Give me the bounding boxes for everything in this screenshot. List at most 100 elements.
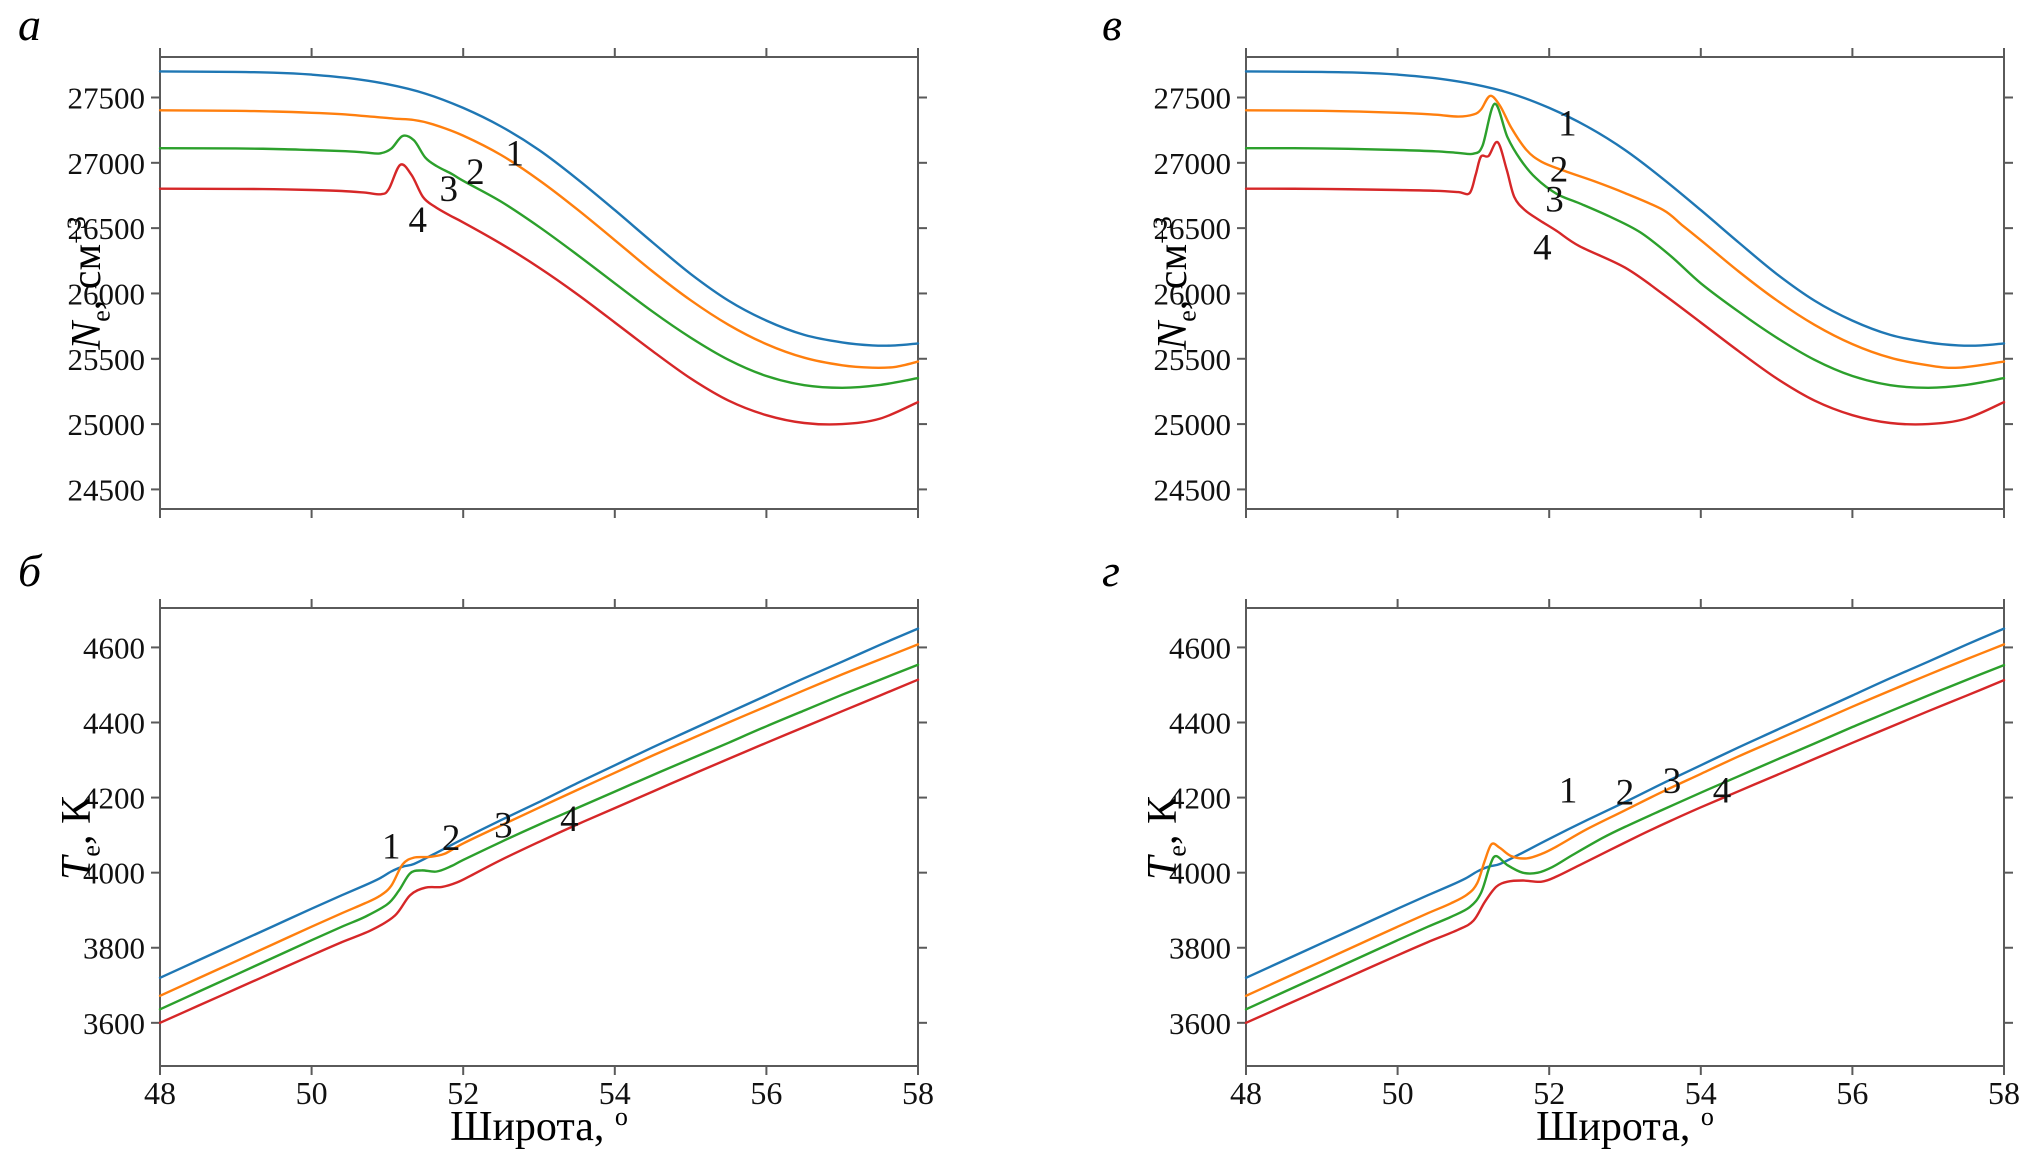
y-tick-label: 26000 bbox=[68, 276, 146, 311]
y-axis-title-ne-left: Ne, см−3 bbox=[51, 113, 115, 453]
x-axis-label-text: Широта, bbox=[1536, 1104, 1691, 1150]
x-tick-label: 58 bbox=[902, 1075, 934, 1111]
curve-label-3: 3 bbox=[1545, 179, 1564, 220]
y-tick-label: 26500 bbox=[1154, 211, 1232, 246]
series-line-1 bbox=[1244, 627, 2006, 979]
y-tick-label: 3800 bbox=[83, 931, 145, 966]
ne-unit: , см bbox=[64, 243, 110, 311]
degree-symbol: о bbox=[614, 1102, 628, 1131]
y-tick-label: 25000 bbox=[1154, 407, 1232, 442]
te-unit: , К bbox=[54, 796, 100, 846]
panel-letter-a: а bbox=[18, 0, 41, 50]
y-tick-label: 4600 bbox=[83, 630, 145, 665]
y-tick-label: 3600 bbox=[83, 1006, 145, 1041]
x-tick-label: 50 bbox=[296, 1075, 328, 1111]
y-tick-label: 4200 bbox=[83, 781, 145, 816]
ne-unit: , см bbox=[1150, 243, 1196, 311]
x-tick-label: 56 bbox=[750, 1075, 782, 1111]
y-tick-label: 27000 bbox=[68, 146, 146, 181]
x-tick-label: 58 bbox=[1988, 1075, 2020, 1111]
ne-symbol: N bbox=[64, 321, 110, 350]
x-tick-label: 54 bbox=[599, 1075, 631, 1111]
series-line-2 bbox=[158, 643, 920, 997]
curve-label-4: 4 bbox=[560, 799, 579, 840]
x-axis-title-right: Широта, о bbox=[1455, 1102, 1795, 1151]
panel-letter-g: г bbox=[1102, 545, 1120, 596]
x-tick-label: 48 bbox=[1230, 1075, 1262, 1111]
x-tick-label: 48 bbox=[144, 1075, 176, 1111]
series-line-4 bbox=[1244, 140, 2006, 426]
x-tick-label: 56 bbox=[1836, 1075, 1868, 1111]
series-line-2 bbox=[158, 109, 920, 369]
series-line-1 bbox=[158, 627, 920, 979]
axes-box bbox=[159, 56, 919, 510]
x-axis-title-left: Широта, о bbox=[369, 1102, 709, 1151]
y-tick-label: 25000 bbox=[68, 407, 146, 442]
x-tick-label: 50 bbox=[1382, 1075, 1414, 1111]
curve-label-2: 2 bbox=[466, 152, 485, 193]
curve-label-1: 1 bbox=[382, 827, 401, 868]
curve-label-1: 1 bbox=[1558, 104, 1577, 145]
curve-label-4: 4 bbox=[1713, 770, 1732, 811]
te-symbol: T bbox=[54, 856, 100, 880]
y-tick-label: 27500 bbox=[1154, 80, 1232, 115]
curve-label-1: 1 bbox=[505, 134, 524, 175]
x-tick-label: 54 bbox=[1685, 1075, 1717, 1111]
te-unit: , К bbox=[1140, 796, 1186, 846]
y-tick-label: 4000 bbox=[83, 856, 145, 891]
series-line-3 bbox=[158, 134, 920, 389]
te-subscript: e bbox=[76, 845, 106, 857]
y-tick-label: 24500 bbox=[1154, 472, 1232, 507]
y-tick-label: 27000 bbox=[1154, 146, 1232, 181]
axes-box bbox=[1245, 607, 2005, 1067]
x-tick-label: 52 bbox=[1533, 1075, 1565, 1111]
ne-subscript: e bbox=[1172, 310, 1202, 322]
y-tick-label: 25500 bbox=[68, 342, 146, 377]
y-tick-label: 4200 bbox=[1169, 781, 1231, 816]
series-line-1 bbox=[1244, 70, 2006, 347]
x-axis-label-text: Широта, bbox=[450, 1104, 605, 1150]
series-line-2 bbox=[1244, 643, 2006, 997]
y-axis-title-te-left: Te, К bbox=[51, 668, 106, 1008]
degree-symbol: о bbox=[1700, 1102, 1714, 1131]
y-axis-title-ne-right: Ne, см−3 bbox=[1137, 113, 1201, 453]
panel-g: 48 50 52 54 56 58 3600 3800 4000 4200 4400 4600 1 2 3 4 bbox=[1169, 599, 2020, 1111]
curve-label-2: 2 bbox=[442, 818, 461, 859]
curve-label-2: 2 bbox=[1616, 773, 1635, 814]
y-tick-label: 27500 bbox=[68, 80, 146, 115]
curve-label-1: 1 bbox=[1559, 770, 1578, 811]
y-tick-label: 4600 bbox=[1169, 630, 1231, 665]
y-tick-label: 3600 bbox=[1169, 1006, 1231, 1041]
ne-exponent: −3 bbox=[62, 216, 91, 244]
curve-label-4: 4 bbox=[1533, 228, 1552, 269]
panel-letter-v: в bbox=[1102, 0, 1122, 50]
series-line-3 bbox=[1244, 102, 2006, 389]
y-tick-label: 24500 bbox=[68, 472, 146, 507]
curve-label-4: 4 bbox=[408, 200, 427, 241]
te-symbol: T bbox=[1140, 856, 1186, 880]
panel-letter-b: б bbox=[18, 545, 42, 596]
axes-box bbox=[1245, 56, 2005, 510]
x-tick-label: 52 bbox=[447, 1075, 479, 1111]
series-line-3 bbox=[158, 663, 920, 1011]
series-line-2 bbox=[1244, 94, 2006, 370]
axes-box bbox=[159, 607, 919, 1067]
curve-label-3: 3 bbox=[1663, 761, 1682, 802]
series-line-4 bbox=[158, 678, 920, 1024]
series-line-4 bbox=[1244, 678, 2006, 1024]
y-tick-label: 3800 bbox=[1169, 931, 1231, 966]
series-line-1 bbox=[158, 70, 920, 347]
y-tick-label: 4400 bbox=[1169, 706, 1231, 741]
panel-b: 48 50 52 54 56 58 3600 3800 4000 4200 4400 4600 1 2 3 4 bbox=[83, 599, 934, 1111]
ne-symbol: N bbox=[1150, 321, 1196, 350]
series-line-3 bbox=[1244, 663, 2006, 1011]
series-line-4 bbox=[158, 163, 920, 426]
y-axis-title-te-right: Te, К bbox=[1137, 668, 1191, 1008]
y-tick-label: 4400 bbox=[83, 706, 145, 741]
y-tick-label: 26000 bbox=[1154, 276, 1232, 311]
y-tick-label: 26500 bbox=[68, 211, 146, 246]
curve-label-3: 3 bbox=[440, 169, 459, 210]
